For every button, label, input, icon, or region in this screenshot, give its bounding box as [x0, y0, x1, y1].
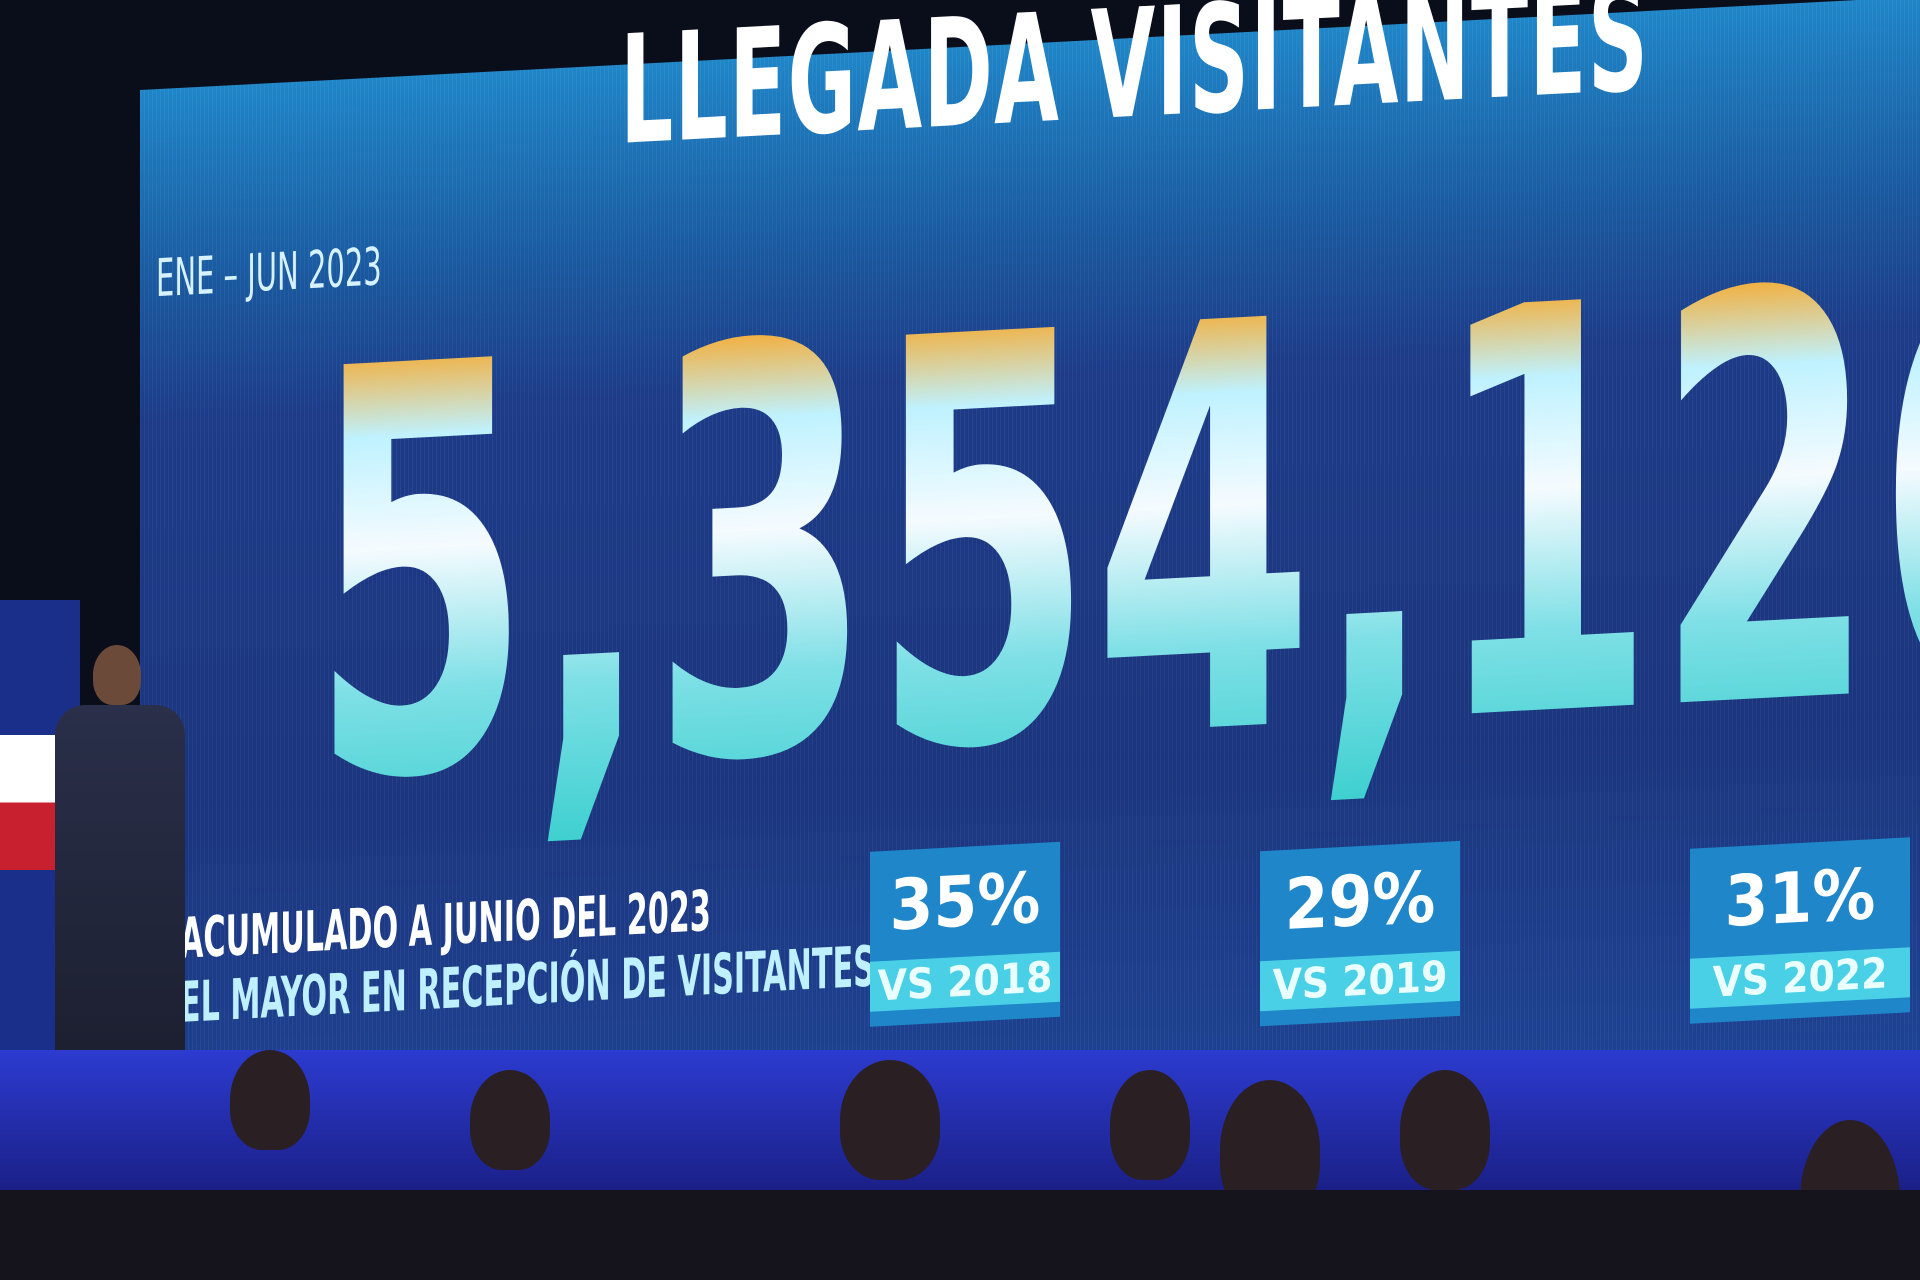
stat-box-2022: 31% VS 2022	[1690, 837, 1910, 1024]
visitor-total: 5,354,126	[310, 161, 1920, 907]
presentation-screen: LLEGADA VISITANTES ENE – JUN 2023 5,354,…	[140, 0, 1920, 1201]
stat-value: 31%	[1724, 853, 1876, 943]
stat-value: 35%	[889, 856, 1041, 947]
stat-value: 29%	[1284, 856, 1436, 947]
audience	[0, 1050, 1920, 1280]
slide-caption: ACUMULADO A JUNIO DEL 2023 EL MAYOR EN R…	[180, 871, 875, 1036]
speaker	[55, 645, 185, 1115]
stat-label: VS 2019	[1260, 950, 1460, 1012]
stat-box-2019: 29% VS 2019	[1260, 840, 1460, 1027]
slide-title: LLEGADA VISITANTES	[620, 0, 1650, 179]
stat-label: VS 2022	[1690, 947, 1910, 1009]
stat-label: VS 2018	[870, 951, 1060, 1012]
stat-box-2018: 35% VS 2018	[870, 841, 1060, 1027]
